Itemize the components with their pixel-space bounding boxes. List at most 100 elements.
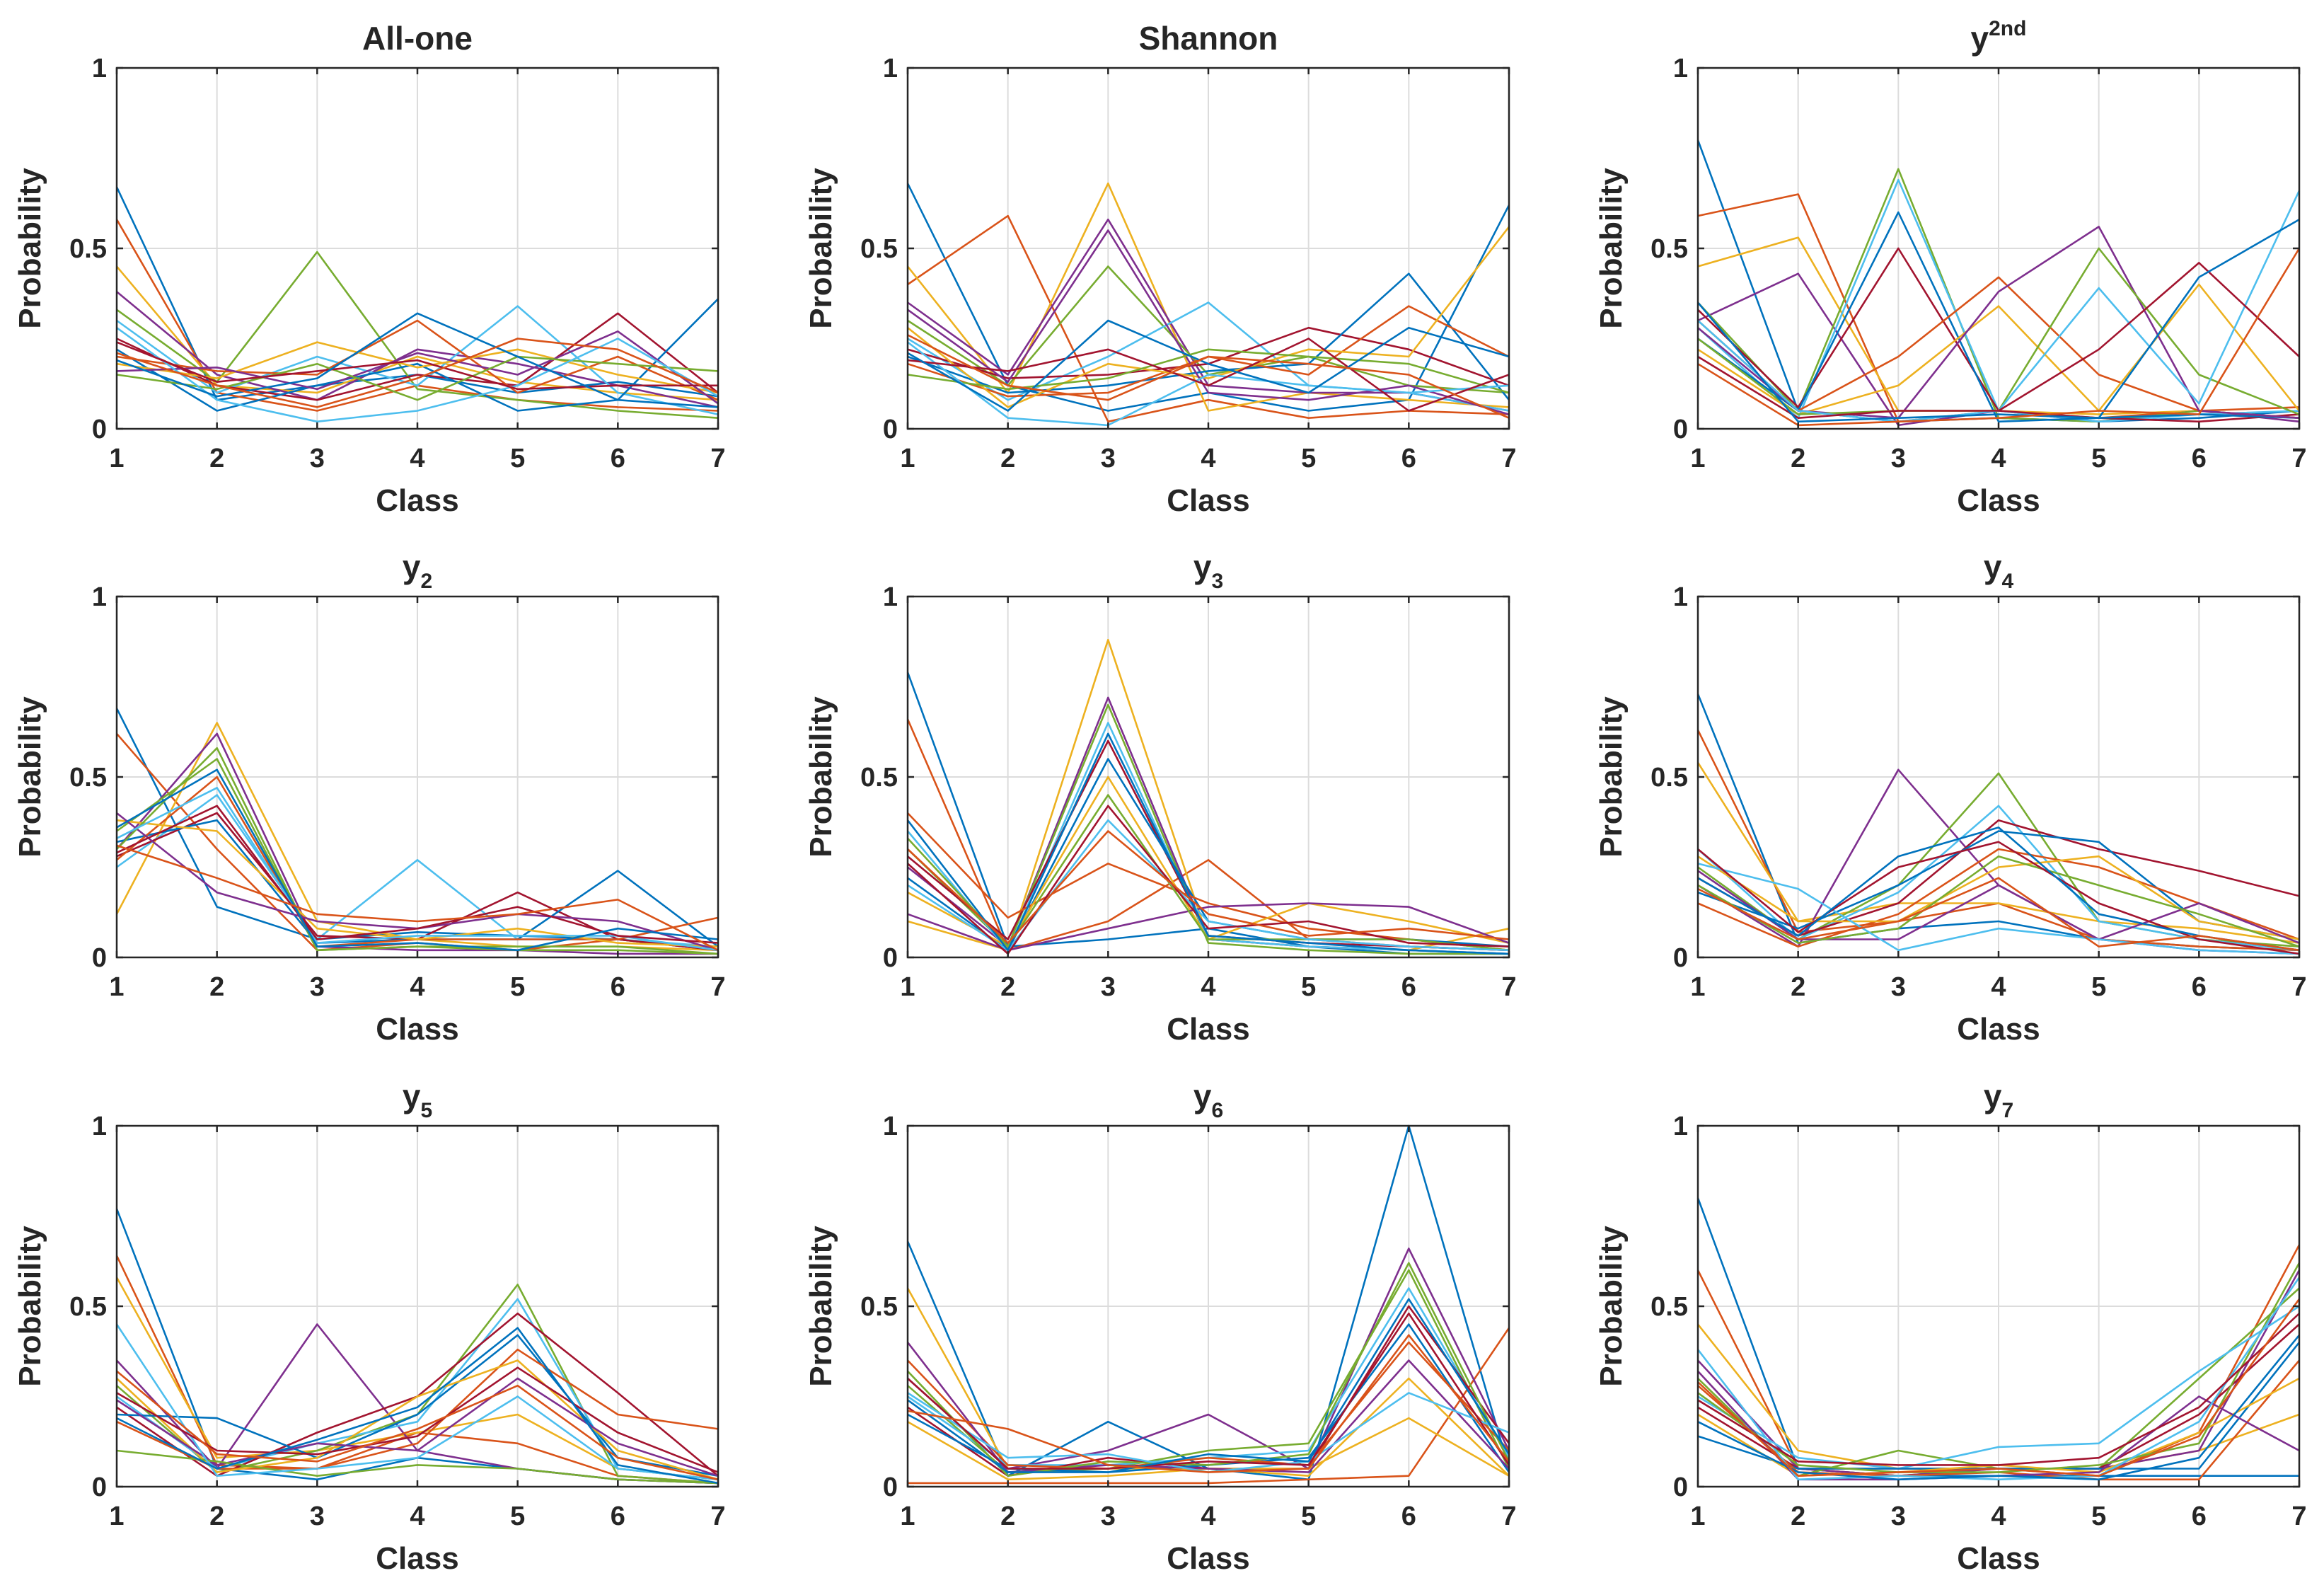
y-tick-label: 0.5 — [69, 1292, 107, 1322]
y-tick-label: 0.5 — [1650, 1292, 1688, 1322]
series-group — [115, 708, 719, 955]
y-tick-label: 1 — [1673, 582, 1688, 612]
series-line-9 — [116, 319, 719, 401]
x-tick-label: 2 — [1791, 1502, 1805, 1531]
y-axis-label: Probability — [13, 1226, 47, 1387]
series-line-10 — [116, 1359, 719, 1481]
series-line-13 — [1696, 1277, 2301, 1481]
x-tick-label: 7 — [2291, 444, 2306, 473]
title-base: Shannon — [1139, 20, 1278, 57]
x-tick-label: 2 — [1000, 1502, 1015, 1531]
subplot-1: 1 2 3 4 5 6 7 0 0.5 1 Class Probability All-one — [13, 20, 726, 518]
x-tick-label: 2 — [1000, 972, 1015, 1002]
y-tick-label: 0 — [92, 943, 107, 973]
series-line-11 — [116, 330, 719, 405]
series-line-15 — [1697, 1334, 2301, 1481]
series-line-15 — [907, 319, 1510, 412]
x-tick-label: 4 — [1201, 972, 1215, 1002]
subplot-title: y7 — [1984, 1078, 2013, 1122]
series-group — [906, 638, 1510, 955]
y-tick-label: 1 — [92, 582, 107, 612]
y-tick-label: 0.5 — [1650, 763, 1688, 793]
x-tick-label: 1 — [1690, 1502, 1705, 1531]
title-base: All-one — [362, 20, 473, 57]
series-line-14 — [1697, 1313, 2300, 1466]
x-tick-label: 6 — [611, 972, 625, 1002]
x-tick-label: 4 — [1991, 1502, 2006, 1531]
series-line-11 — [907, 229, 1510, 415]
x-tick-label: 5 — [2091, 444, 2106, 473]
x-tick-label: 4 — [1201, 444, 1215, 473]
x-tick-label: 2 — [1791, 972, 1805, 1002]
series-line-15 — [116, 312, 719, 408]
x-tick-label: 1 — [109, 972, 124, 1002]
y-axis-label: Probability — [804, 168, 838, 329]
series-line-13 — [907, 341, 1510, 427]
title-subscript: 6 — [1211, 1099, 1223, 1122]
y-tick-label: 1 — [1673, 54, 1688, 83]
y-axis-label: Probability — [1594, 1226, 1629, 1387]
x-tick-label: 1 — [900, 972, 915, 1002]
x-tick-label: 3 — [1101, 972, 1116, 1002]
series-group — [115, 186, 719, 423]
x-tick-label: 6 — [611, 1502, 625, 1531]
series-line-12 — [907, 794, 1510, 952]
series-line-12 — [116, 355, 719, 401]
series-line-12 — [907, 1262, 1510, 1477]
x-tick-label: 4 — [410, 972, 424, 1002]
subplot-title: y4 — [1984, 548, 2014, 593]
x-tick-label: 5 — [510, 972, 525, 1002]
subplot-title: All-one — [362, 20, 473, 57]
subplot-title: y2 — [403, 548, 432, 593]
title-subscript: 5 — [420, 1099, 432, 1122]
x-axis-label: Class — [1167, 483, 1249, 518]
y-tick-label: 1 — [883, 54, 898, 83]
x-tick-label: 7 — [1501, 1502, 1516, 1531]
x-tick-label: 6 — [2192, 972, 2207, 1002]
series-line-15 — [1697, 219, 2300, 423]
series-line-14 — [1697, 841, 2300, 955]
x-tick-label: 1 — [109, 444, 124, 473]
title-base: y — [1193, 548, 1212, 585]
series-line-16 — [907, 1334, 1510, 1473]
series-line-11 — [116, 1377, 719, 1477]
series-line-10 — [1697, 855, 2300, 940]
x-axis-label: Class — [376, 483, 458, 518]
title-subscript: 7 — [2001, 1099, 2013, 1122]
x-tick-label: 7 — [2291, 1502, 2306, 1531]
series-line-16 — [1697, 1298, 2301, 1477]
title-subscript: 2 — [420, 570, 432, 593]
title-subscript: 4 — [2001, 570, 2013, 593]
y-tick-label: 0 — [92, 1473, 107, 1502]
subplot-title: Shannon — [1139, 20, 1278, 57]
x-tick-label: 5 — [2091, 972, 2106, 1002]
y-axis-label: Probability — [804, 1226, 838, 1387]
series-line-15 — [116, 1327, 719, 1485]
x-tick-label: 3 — [1101, 444, 1116, 473]
x-tick-label: 3 — [310, 444, 325, 473]
series-line-16 — [907, 334, 1510, 419]
x-axis-label: Class — [1957, 1012, 2040, 1047]
series-line-16 — [116, 338, 719, 408]
series-line-14 — [116, 805, 719, 944]
y-axis-label: Probability — [1594, 696, 1629, 858]
series-line-12 — [1697, 855, 2300, 947]
y-tick-label: 0 — [92, 415, 107, 444]
x-tick-label: 2 — [209, 1502, 224, 1531]
title-base: y — [1193, 1078, 1212, 1114]
x-tick-label: 3 — [1891, 444, 1906, 473]
x-tick-label: 3 — [310, 972, 325, 1002]
series-line-9 — [907, 1341, 1510, 1470]
x-tick-label: 1 — [1690, 972, 1705, 1002]
x-tick-label: 3 — [1891, 972, 1906, 1002]
y-tick-label: 0.5 — [69, 234, 107, 264]
series-line-12 — [907, 348, 1510, 394]
x-tick-label: 6 — [2192, 444, 2207, 473]
x-tick-label: 4 — [410, 1502, 424, 1531]
y-axis-label: Probability — [13, 168, 47, 329]
